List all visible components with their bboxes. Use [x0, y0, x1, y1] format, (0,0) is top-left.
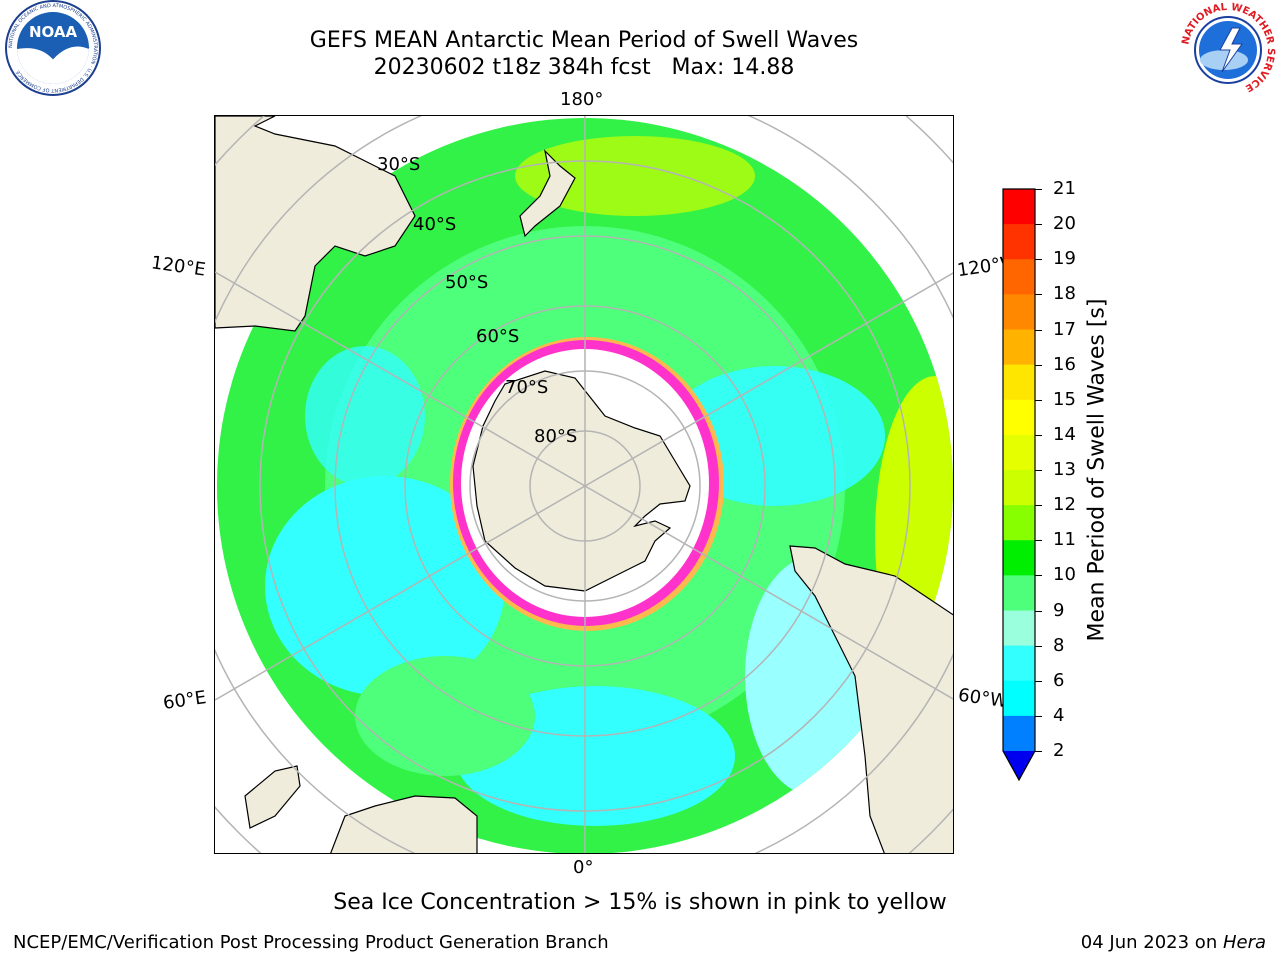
map-panel: 30°S 40°S 50°S 60°S 70°S 80°S: [214, 115, 954, 854]
colorbar-tick-label: 20: [1053, 213, 1076, 235]
footer-date: 04 Jun 2023 on Hera: [1081, 932, 1266, 953]
colorbar-band: [1003, 575, 1035, 611]
colorbar-tick-label: 17: [1053, 318, 1076, 340]
footer-host: Hera: [1222, 932, 1266, 953]
noaa-logo: NOAA NATIONAL OCEANIC AND ATMOSPHERIC AD…: [5, 0, 101, 96]
colorbar-band: [1003, 259, 1035, 295]
colorbar-tick-label: 11: [1053, 529, 1076, 551]
lat-label-50s: 50°S: [445, 272, 488, 293]
colorbar-tick-label: 10: [1053, 564, 1076, 586]
colorbar-band: [1003, 224, 1035, 260]
colorbar-band: [1003, 680, 1035, 717]
colorbar-label: Mean Period of Swell Waves [s]: [1084, 298, 1110, 642]
sea-ice-caption: Sea Ice Concentration > 15% is shown in …: [333, 890, 947, 915]
colorbar-tick-mark: [1035, 645, 1042, 647]
nws-logo: NATIONAL WEATHER SERVICE: [1180, 2, 1276, 96]
noaa-logo-text: NOAA: [29, 23, 78, 41]
colorbar-tick-mark: [1035, 505, 1042, 507]
colorbar-tick-label: 2: [1053, 740, 1065, 761]
lon-label-120e: 120°E: [149, 252, 207, 281]
footer-date-text: 04 Jun 2023 on: [1080, 932, 1223, 953]
colorbar-tick-label: 6: [1053, 669, 1065, 691]
colorbar-tick-mark: [1035, 399, 1042, 401]
colorbar-tick-label: 16: [1053, 353, 1076, 375]
colorbar-band: [1003, 645, 1035, 682]
colorbar-tick-mark: [1035, 751, 1042, 752]
colorbar-band: [1003, 189, 1035, 225]
colorbar-tick-label: 18: [1053, 283, 1076, 305]
colorbar-tick-mark: [1035, 610, 1042, 612]
colorbar-tick-mark: [1035, 434, 1042, 436]
colorbar-tick-label: 19: [1053, 248, 1076, 270]
polar-map: 30°S 40°S 50°S 60°S 70°S 80°S: [215, 116, 953, 853]
colorbar-tick-label: 4: [1053, 704, 1065, 726]
lat-label-30s: 30°S: [377, 154, 420, 175]
colorbar-tick-mark: [1035, 540, 1042, 542]
colorbar-tick-mark: [1035, 294, 1042, 296]
colorbar-tick-mark: [1035, 259, 1042, 261]
colorbar: [1002, 188, 1036, 782]
colorbar-band: [1003, 329, 1035, 366]
colorbar-tick-mark: [1035, 364, 1042, 366]
colorbar-tick-mark: [1035, 680, 1042, 682]
colorbar-tick-mark: [1035, 189, 1042, 190]
colorbar-band: [1003, 470, 1035, 506]
lon-label-0: 0°: [573, 857, 594, 878]
colorbar-tick-label: 9: [1053, 599, 1065, 621]
colorbar-band: [1003, 399, 1035, 436]
lat-label-60s: 60°S: [476, 326, 519, 347]
lon-label-180: 180°: [560, 89, 604, 110]
colorbar-band: [1003, 540, 1035, 576]
colorbar-tick-label: 14: [1053, 423, 1076, 445]
colorbar-tick-label: 8: [1053, 634, 1065, 656]
colorbar-tick-mark: [1035, 715, 1042, 717]
colorbar-tick-label: 15: [1053, 388, 1076, 410]
footer-credit: NCEP/EMC/Verification Post Processing Pr…: [13, 932, 609, 953]
colorbar-tick-mark: [1035, 575, 1042, 577]
colorbar-band: [1003, 715, 1035, 752]
lat-label-40s: 40°S: [413, 214, 456, 235]
lat-label-80s: 80°S: [534, 426, 577, 447]
colorbar-extend-triangle: [1003, 751, 1035, 780]
colorbar-tick-label: 13: [1053, 459, 1076, 480]
colorbar-tick-mark: [1035, 224, 1042, 226]
colorbar-tick-label: 12: [1053, 494, 1076, 516]
colorbar-band: [1003, 364, 1035, 401]
lon-label-60e: 60°E: [161, 687, 208, 714]
colorbar-tick-mark: [1035, 329, 1042, 331]
chart-title: GEFS MEAN Antarctic Mean Period of Swell…: [309, 28, 859, 53]
colorbar-band: [1003, 294, 1035, 330]
colorbar-tick-label: 21: [1053, 178, 1076, 199]
chart-subtitle: 20230602 t18z 384h fcst Max: 14.88: [373, 55, 795, 80]
colorbar-tick-mark: [1035, 470, 1042, 471]
colorbar-band: [1003, 434, 1035, 471]
lat-label-70s: 70°S: [505, 377, 548, 398]
colorbar-band: [1003, 505, 1035, 541]
colorbar-band: [1003, 610, 1035, 647]
